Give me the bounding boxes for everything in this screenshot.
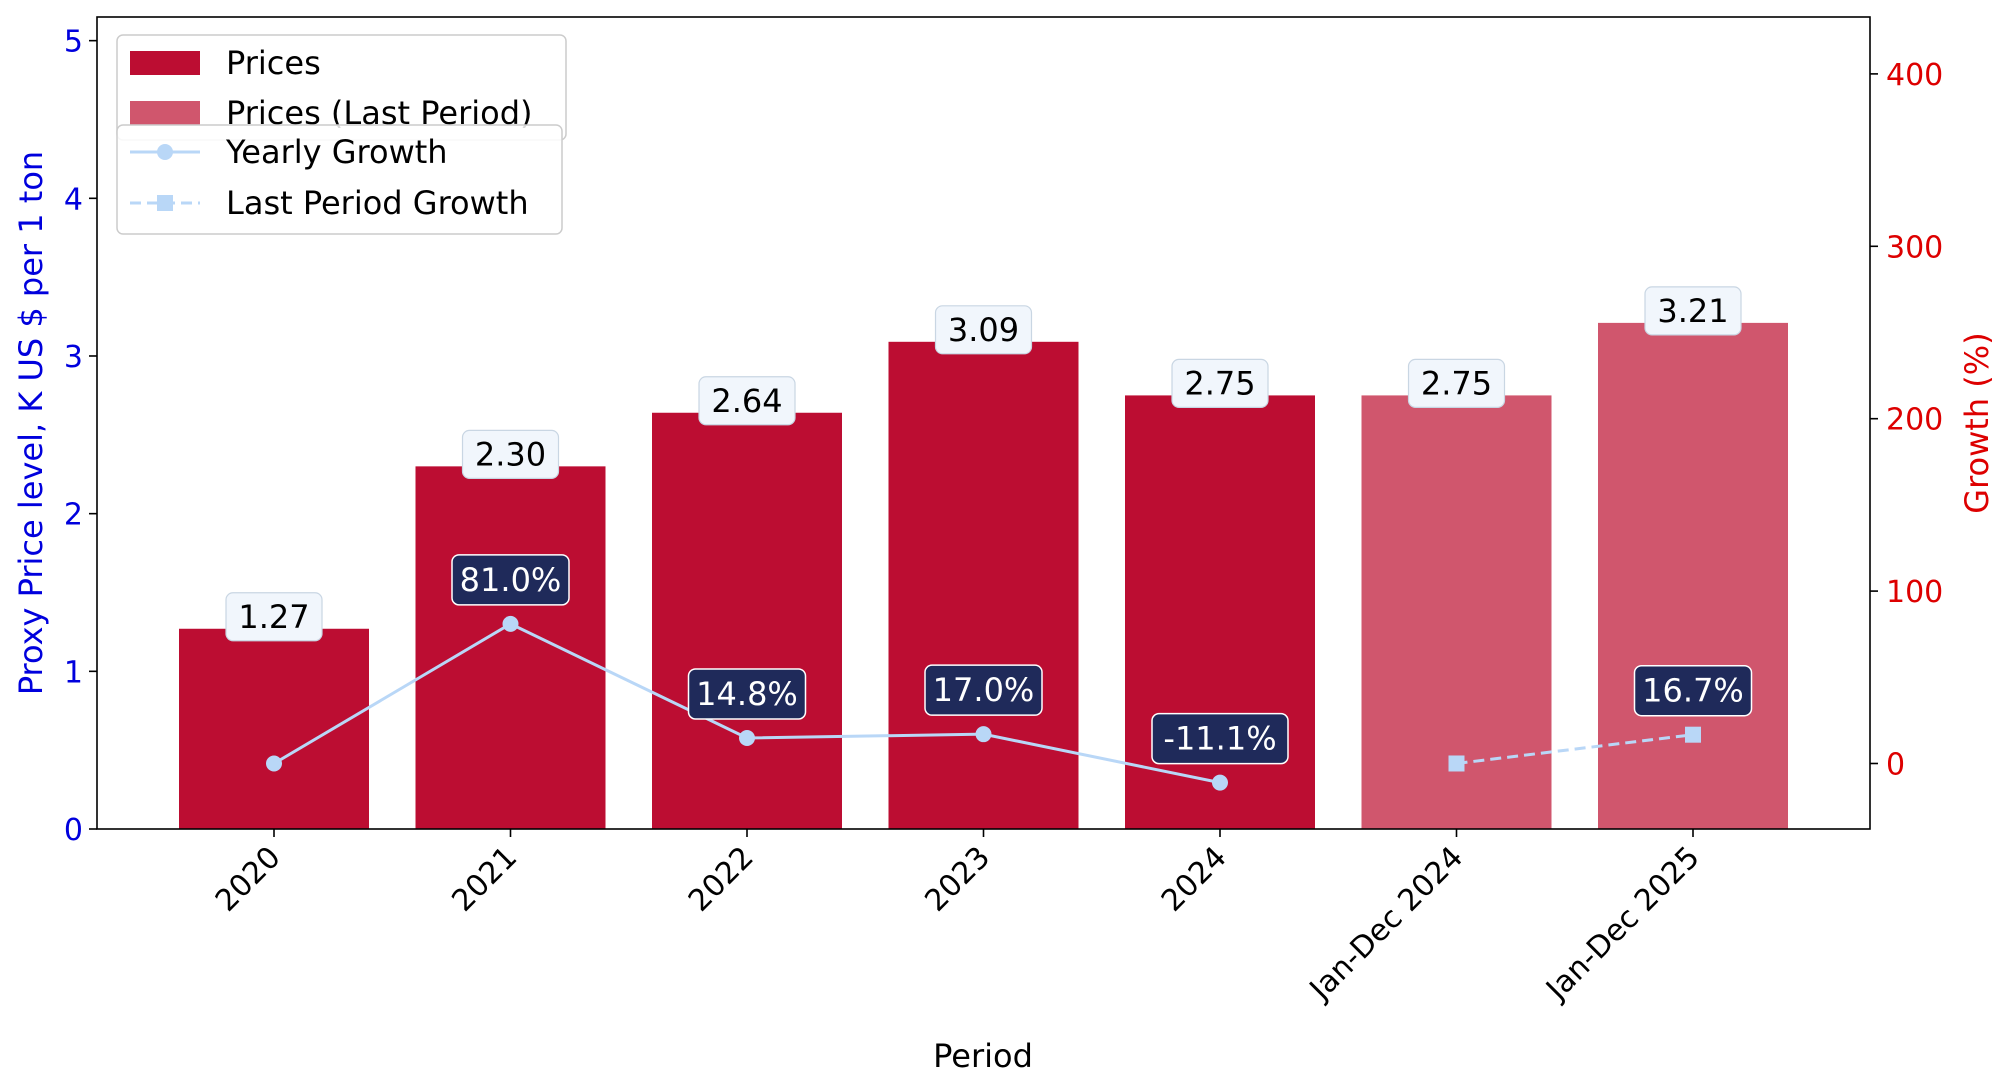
bar-value-label-box — [461, 429, 560, 479]
growth-value-text: 14.8% — [696, 675, 798, 713]
x-tick-label: 2024 — [1155, 840, 1234, 919]
growth-value-label-box — [1151, 712, 1289, 765]
x-tick-label: Jan-Dec 2024 — [1302, 840, 1470, 1008]
growth-marker-circle — [502, 615, 519, 632]
growth-value-label-box — [1633, 664, 1753, 717]
bar-value-label: 3.21 — [1644, 286, 1742, 336]
growth-value-label: 81.0% — [451, 554, 570, 606]
x-tick-label: 2022 — [682, 840, 761, 919]
legend-label: Yearly Growth — [225, 133, 448, 171]
bar-value-text: 3.09 — [948, 311, 1019, 349]
growth-marker-circle — [266, 755, 282, 772]
legend-swatch — [130, 101, 200, 125]
bar — [415, 466, 606, 829]
growth-value-label: 14.8% — [687, 668, 807, 720]
bar-value-label: 3.09 — [934, 305, 1033, 355]
growth-marker-circle — [975, 726, 992, 743]
bar — [652, 412, 842, 829]
bar-value-label-box — [934, 305, 1033, 355]
growth-value-label-box — [924, 664, 1043, 716]
bar-value-label: 2.64 — [698, 376, 796, 426]
legend-marker-square — [157, 195, 173, 211]
bar-value-label: 2.30 — [461, 429, 560, 479]
y-right-tick-label: 0 — [1886, 747, 1905, 782]
bar — [1598, 322, 1788, 829]
y-left-tick-label: 0 — [64, 813, 83, 848]
y-right-tick-label: 300 — [1886, 230, 1943, 265]
y-left-tick-label: 1 — [64, 655, 83, 690]
bar-value-label: 2.75 — [1407, 358, 1506, 409]
bar-value-text: 2.30 — [475, 435, 546, 473]
bar-value-text: 1.27 — [238, 598, 309, 636]
bar-value-label-box — [1407, 358, 1506, 409]
y-left-tick-label: 2 — [64, 498, 83, 533]
growth-marker-circle — [1212, 774, 1228, 791]
x-tick-label: 2021 — [445, 840, 524, 919]
bar-value-text: 3.21 — [1657, 292, 1728, 330]
y-left-tick-label: 5 — [64, 25, 83, 60]
growth-marker-square — [1685, 726, 1701, 743]
x-tick-label: 2020 — [209, 840, 288, 919]
x-tick-label: 2023 — [918, 840, 997, 919]
legend-swatch — [130, 51, 200, 75]
legend-frame — [116, 124, 563, 235]
bar — [179, 628, 369, 829]
bar-value-label: 2.75 — [1171, 358, 1269, 409]
x-axis-label: Period — [933, 1037, 1033, 1075]
legend-marker-circle — [157, 144, 173, 160]
bar-value-text: 2.75 — [1184, 364, 1255, 402]
bar-value-label-box — [1644, 286, 1742, 336]
y-right-tick-label: 200 — [1886, 403, 1943, 438]
y-right-tick-label: 400 — [1886, 58, 1943, 93]
bar-value-label-box — [698, 376, 796, 426]
growth-value-label: -11.1% — [1151, 712, 1289, 765]
growth-value-label: 17.0% — [924, 664, 1043, 716]
legend-growth: Yearly Growth Last Period Growth — [116, 124, 563, 235]
y-left-tick-label: 3 — [64, 340, 83, 375]
y-axis-right-label: Growth (%) — [1958, 332, 1996, 513]
growth-marker-circle — [739, 729, 755, 746]
growth-value-text: -11.1% — [1163, 720, 1276, 758]
bar — [888, 341, 1079, 829]
legend-label: Last Period Growth — [226, 184, 529, 222]
growth-marker-square — [1448, 755, 1465, 772]
growth-value-label-box — [687, 668, 807, 720]
growth-value-text: 17.0% — [933, 671, 1035, 709]
bar-value-label: 1.27 — [225, 592, 323, 642]
y-right-tick-label: 100 — [1886, 575, 1943, 610]
bar-value-label-box — [1171, 358, 1269, 409]
bar-value-label-box — [225, 592, 323, 642]
y-axis-left-label: Proxy Price level, K US $ per 1 ton — [12, 151, 50, 695]
bar-value-text: 2.64 — [711, 382, 782, 420]
growth-line — [1456, 733, 1694, 765]
growth-value-text: 16.7% — [1642, 672, 1744, 710]
y-left-tick-label: 4 — [64, 182, 83, 217]
x-tick-label: Jan-Dec 2025 — [1538, 840, 1706, 1008]
bar-value-text: 2.75 — [1421, 364, 1492, 402]
growth-value-text: 81.0% — [460, 561, 562, 599]
legend-label: Prices — [226, 44, 321, 82]
growth-value-label: 16.7% — [1633, 664, 1753, 717]
growth-value-label-box — [451, 554, 570, 606]
